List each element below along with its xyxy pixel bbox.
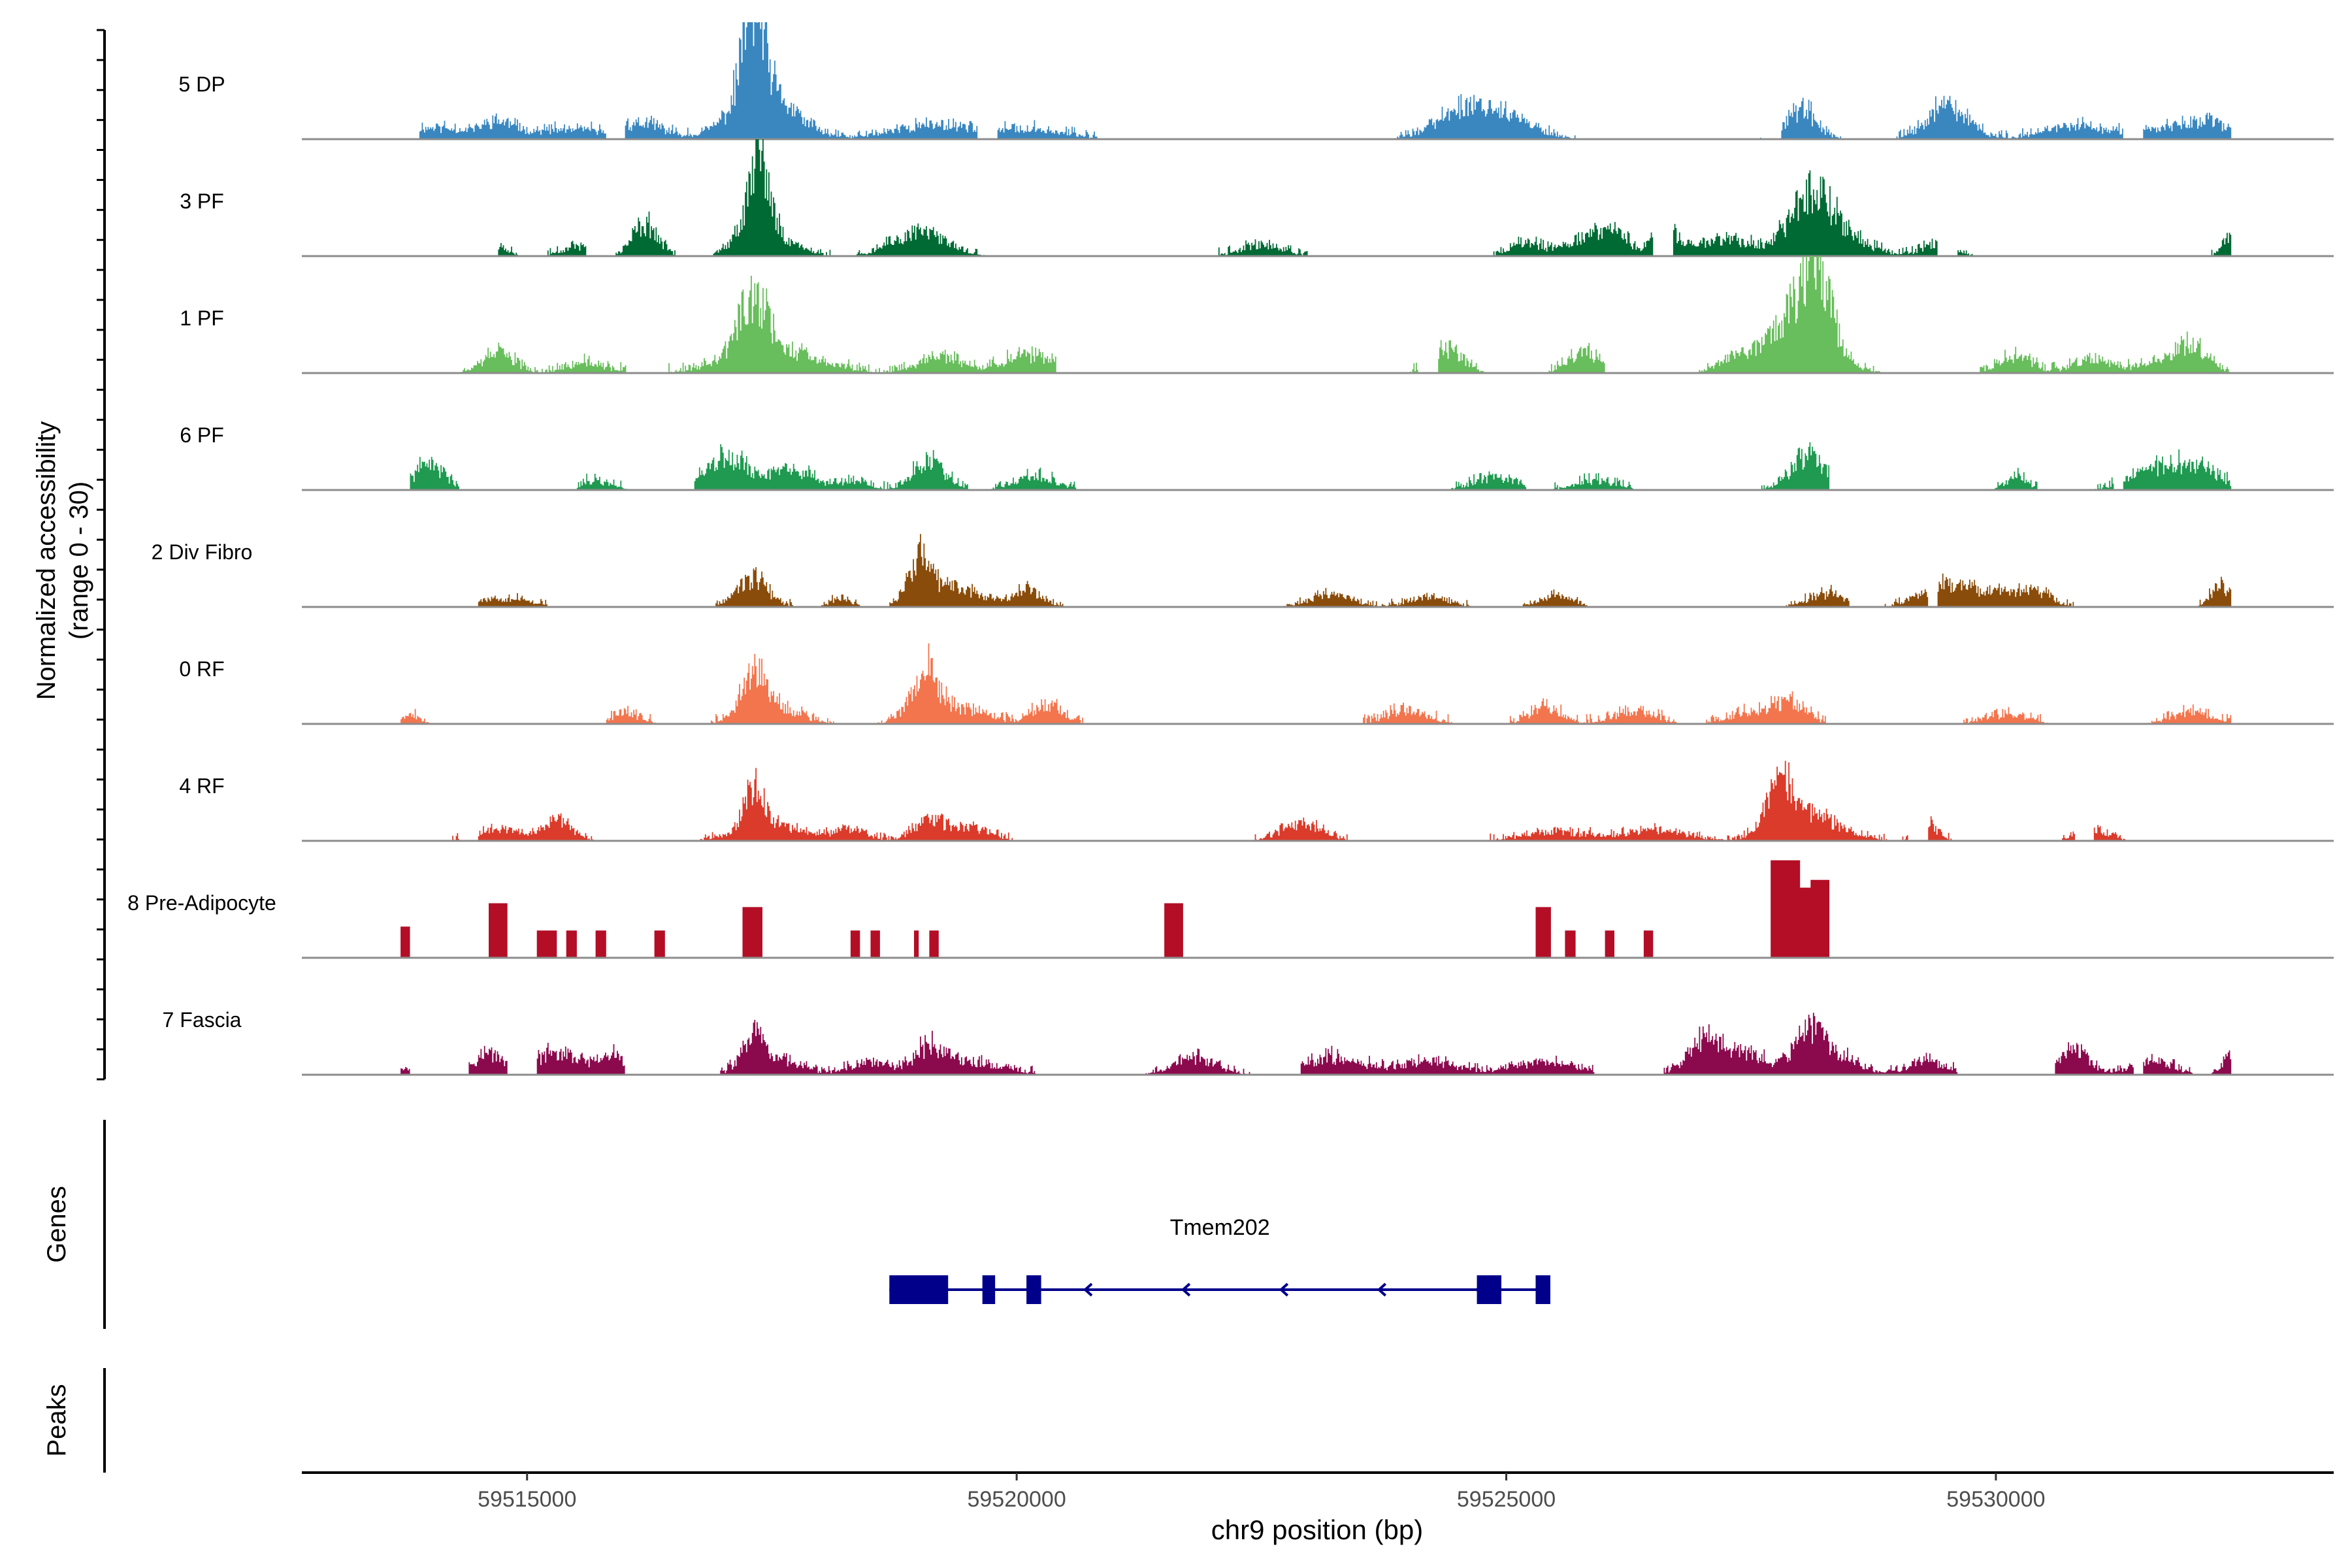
- track-area-8: [302, 860, 2334, 958]
- track-label-1: 5 DP: [178, 73, 225, 96]
- track-area-4: [302, 442, 2334, 490]
- track-area-7: [302, 760, 2334, 841]
- x-axis-tick-label: 59525000: [1457, 1487, 1556, 1512]
- track-8: 8 Pre-Adipocyte: [127, 860, 2334, 959]
- x-axis-tick-label: 59530000: [1946, 1487, 2045, 1512]
- gene-exon: [889, 1275, 949, 1304]
- track-label-9: 7 Fascia: [163, 1008, 242, 1032]
- track-area-3: [302, 256, 2334, 373]
- gene-strand-arrow: [1083, 1282, 1093, 1297]
- track-label-6: 0 RF: [179, 657, 224, 681]
- x-axis-tick-label: 59515000: [478, 1487, 576, 1512]
- track-5: 2 Div Fibro: [152, 534, 2334, 608]
- gene-track: Tmem202: [889, 1215, 1550, 1304]
- gene-name-label: Tmem202: [1170, 1215, 1270, 1240]
- track-3: 1 PF: [180, 256, 2334, 374]
- track-2: 3 PF: [180, 139, 2334, 257]
- track-area-2: [302, 139, 2334, 256]
- track-7: 4 RF: [179, 760, 2334, 842]
- track-area-5: [302, 534, 2334, 607]
- track-area-9: [302, 1013, 2334, 1075]
- genes-axis-label: Genes: [42, 1186, 71, 1263]
- gene-exon: [1535, 1275, 1550, 1304]
- y-axis-label-line2: (range 0 - 30): [65, 482, 93, 640]
- peaks-axis-label: Peaks: [42, 1384, 71, 1456]
- track-4: 6 PF: [180, 423, 2334, 491]
- track-label-5: 2 Div Fibro: [152, 540, 253, 564]
- gene-exon: [1026, 1275, 1041, 1304]
- gene-exon: [1477, 1275, 1502, 1304]
- track-9: 7 Fascia: [163, 1008, 2334, 1076]
- tracks-panel: 5 DP 3 PF 1 PF 6 PF 2 Div Fibro 0 RF 4 RF 8 Pre…: [127, 22, 2334, 1076]
- track-label-8: 8 Pre-Adipocyte: [127, 891, 276, 915]
- gene-strand-arrow: [1181, 1282, 1191, 1297]
- gene-strand-arrow: [1279, 1282, 1289, 1297]
- track-label-3: 1 PF: [180, 306, 224, 330]
- track-label-2: 3 PF: [180, 189, 224, 213]
- track-area-1: [302, 22, 2334, 139]
- track-label-7: 4 RF: [179, 774, 224, 798]
- x-axis-title: chr9 position (bp): [1211, 1514, 1424, 1545]
- x-axis-tick-label: 59520000: [967, 1487, 1066, 1512]
- track-area-6: [302, 643, 2334, 724]
- track-6: 0 RF: [179, 643, 2334, 725]
- gene-strand-arrow: [1377, 1282, 1387, 1297]
- y-axis-label-line1: Normalized accessibility: [32, 421, 61, 700]
- track-label-4: 6 PF: [180, 423, 224, 447]
- track-1: 5 DP: [178, 22, 2334, 140]
- x-axis-ticks: 59515000 59520000 59525000 59530000: [478, 1473, 2046, 1512]
- gene-exon: [982, 1275, 996, 1304]
